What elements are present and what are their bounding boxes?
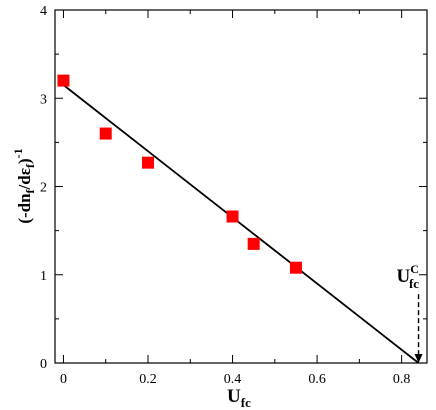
y-axis-title-part2: /dε [15, 168, 34, 190]
data-point [142, 156, 154, 169]
y-axis-title-part1: (-dn [15, 193, 34, 224]
y-tick-label: 2 [40, 181, 47, 196]
y-tick-label: 3 [40, 92, 47, 107]
x-tick-label: 0.2 [139, 372, 157, 387]
fit-line [62, 84, 420, 364]
y-tick-label: 1 [40, 269, 47, 284]
plot-frame [54, 9, 428, 364]
annotation-group: UC fc [397, 262, 423, 363]
y-tick-label: 4 [40, 4, 47, 19]
data-point [99, 127, 112, 140]
annotation-label: UC fc [397, 262, 420, 291]
annotation-label-main: U [397, 266, 411, 287]
y-tick-label: 0 [40, 357, 47, 372]
y-axis-title-part3: ) [15, 158, 34, 164]
x-tick-label: 0 [60, 372, 67, 387]
annotation-label-sup: C [410, 262, 419, 276]
fit-line-group [62, 84, 420, 364]
y-axis-title-sub1: f [23, 188, 37, 193]
x-tick-label: 0.8 [393, 372, 411, 387]
y-axis-title-sub2: f [23, 163, 37, 168]
y-axis-title-sup: -1 [11, 148, 25, 158]
data-points [57, 74, 302, 274]
x-tick-label: 0.4 [224, 372, 242, 387]
x-axis-ticks: 0 0.2 0.4 0.6 0.8 [60, 10, 410, 387]
x-axis-title-main: U [227, 386, 241, 407]
x-axis-title: Ufc [227, 386, 251, 410]
data-point [57, 74, 70, 87]
y-axis-title: (-dnf/dεf)-1 [11, 148, 37, 223]
data-point [289, 261, 302, 274]
annotation-label-sub: fc [409, 276, 419, 291]
y-axis-ticks: 0 1 2 3 4 [40, 4, 427, 372]
data-point [226, 210, 239, 223]
annotation-arrow-head [414, 354, 423, 363]
data-point [247, 237, 260, 250]
x-axis-title-sub: fc [241, 395, 251, 410]
x-tick-label: 0.6 [308, 372, 326, 387]
